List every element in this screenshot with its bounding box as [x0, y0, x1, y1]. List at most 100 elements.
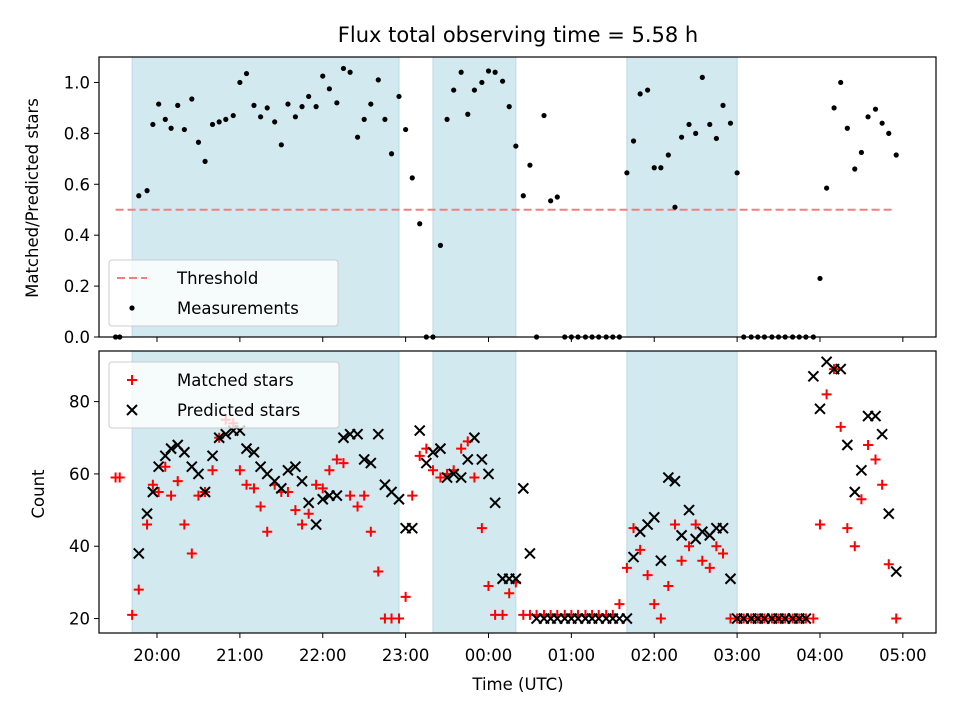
measurement-point	[216, 119, 222, 125]
predicted-star-point	[841, 439, 854, 451]
measurement-point	[444, 116, 450, 122]
matched-star-point	[835, 421, 846, 432]
measurement-point	[278, 142, 284, 148]
predicted-star-point	[814, 403, 826, 415]
measurement-point	[548, 198, 554, 204]
legend-matched-label: Matched stars	[177, 371, 294, 390]
predicted-star-point	[317, 493, 329, 505]
measurement-point	[237, 79, 243, 86]
x-tick-label: 01:00	[548, 646, 596, 665]
matched-star-point	[684, 541, 695, 552]
measurement-point	[230, 112, 236, 119]
measurement-point	[313, 104, 319, 110]
measurement-point	[189, 96, 195, 102]
predicted-star-point	[849, 486, 861, 498]
matched-star-point	[172, 476, 183, 487]
matched-star-point	[324, 465, 335, 476]
measurement-point	[520, 193, 526, 199]
x-tick-label: 21:00	[216, 646, 264, 665]
predicted-star-point	[434, 442, 447, 455]
matched-star-point	[476, 523, 487, 534]
measurement-point	[727, 120, 734, 126]
measurement-point	[299, 104, 305, 110]
chart-title: Flux total observing time = 5.58 h	[338, 23, 698, 47]
legend-measurement-swatch	[129, 305, 135, 311]
matched-star-point	[241, 479, 252, 490]
measurement-point	[264, 105, 270, 111]
x-tick-label: 23:00	[382, 646, 430, 665]
predicted-star-point	[427, 446, 439, 458]
y-tick-label: 0.4	[64, 226, 90, 245]
measurement-point	[150, 121, 156, 128]
y-tick-label: 0.2	[64, 277, 90, 296]
matched-star-point	[234, 465, 245, 476]
predicted-star-point	[206, 450, 219, 462]
measurement-point	[354, 134, 361, 140]
predicted-star-point	[462, 453, 474, 466]
measurement-point	[326, 86, 332, 92]
predicted-star-point	[876, 428, 888, 440]
measurement-point	[388, 151, 395, 157]
predicted-star-point	[669, 475, 681, 487]
y-tick-label: 40	[69, 537, 90, 556]
predicted-star-point	[489, 497, 501, 509]
measurement-point	[713, 135, 719, 142]
predicted-star-point	[627, 551, 640, 563]
matched-star-point	[393, 613, 404, 624]
legend-ratio: Threshold Measurements	[108, 259, 339, 327]
matched-star-point	[400, 591, 411, 602]
measurement-point	[693, 130, 699, 136]
predicted-star-point	[648, 511, 660, 524]
predicted-star-point	[510, 573, 522, 585]
measurement-point	[893, 152, 899, 158]
predicted-star-point	[420, 457, 433, 469]
measurement-point	[306, 93, 312, 100]
predicted-star-point	[655, 554, 667, 567]
measurement-point	[195, 139, 202, 145]
matched-star-point	[842, 523, 853, 534]
predicted-star-point	[372, 428, 384, 440]
measurement-point	[817, 275, 823, 282]
predicted-star-point	[414, 424, 426, 437]
measurement-point	[320, 73, 326, 79]
plot-frame	[98, 56, 937, 338]
measurement-point	[471, 87, 478, 93]
x-tick-label: 22:00	[299, 646, 347, 665]
predicted-star-point	[289, 460, 302, 473]
observing-window	[432, 350, 517, 634]
x-tick-label: 03:00	[713, 646, 761, 665]
legend-box	[108, 259, 339, 327]
matched-star-point	[621, 562, 632, 573]
measurement-point	[223, 116, 229, 122]
predicted-star-point	[365, 457, 377, 469]
matched-star-point	[290, 505, 301, 516]
predicted-star-point	[159, 450, 172, 462]
matched-star-point	[407, 490, 418, 501]
matched-star-point	[207, 465, 218, 476]
predicted-star-point	[800, 612, 812, 625]
measurement-point	[879, 120, 885, 126]
measurement-point	[156, 101, 162, 107]
predicted-star-point	[282, 464, 294, 477]
matched-star-point	[690, 519, 701, 530]
predicted-star-point	[165, 442, 177, 455]
measurement-point	[831, 105, 837, 111]
legend-threshold-label: Threshold	[176, 269, 258, 288]
matched-star-point	[359, 490, 370, 501]
matched-star-point	[373, 566, 384, 577]
measurement-point	[382, 116, 388, 122]
matched-star-point	[863, 440, 874, 450]
measurement-point	[637, 91, 643, 97]
predicted-star-point	[883, 507, 895, 520]
predicted-star-point	[331, 489, 343, 502]
matched-star-point	[877, 479, 888, 490]
measurement-point	[251, 102, 257, 108]
measurement-point	[734, 170, 740, 176]
measurement-point	[658, 165, 664, 171]
measurement-point	[368, 101, 374, 107]
y-tick-label: 0.0	[64, 328, 90, 347]
predicted-star-point	[717, 522, 729, 534]
matched-star-point	[153, 487, 164, 497]
matched-star-point	[655, 613, 666, 624]
